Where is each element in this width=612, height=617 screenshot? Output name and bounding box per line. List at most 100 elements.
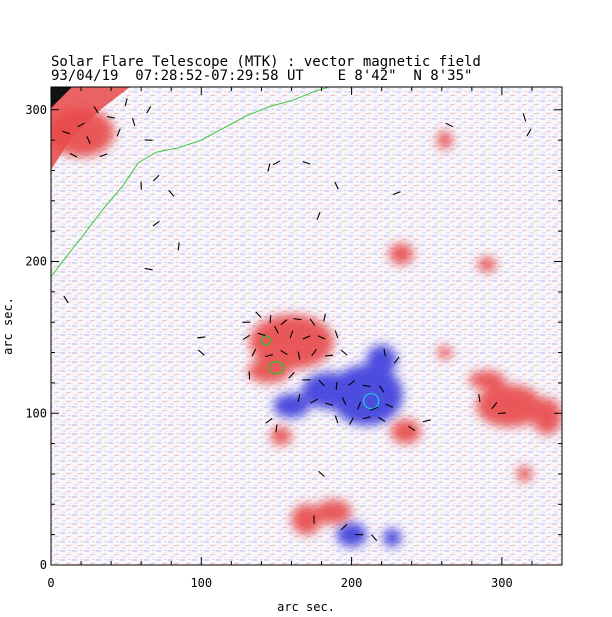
field-vector xyxy=(334,415,339,424)
positive-polarity-region xyxy=(247,358,290,383)
field-vector xyxy=(377,416,386,422)
field-vector xyxy=(341,397,347,405)
field-vector xyxy=(340,349,348,356)
field-vector xyxy=(272,160,281,166)
field-vector xyxy=(267,163,271,172)
field-vector xyxy=(63,295,69,304)
field-vector xyxy=(69,152,78,158)
y-tick-label: 300 xyxy=(25,103,47,117)
field-vector xyxy=(362,384,371,388)
positive-polarity-region xyxy=(291,504,322,535)
x-tick-label: 100 xyxy=(190,576,212,590)
field-vector xyxy=(146,106,152,114)
field-vector xyxy=(257,332,266,336)
positive-polarity-region xyxy=(468,370,505,389)
negative-polarity-region xyxy=(336,522,367,547)
field-vector xyxy=(371,534,378,542)
field-vector xyxy=(274,325,279,334)
plot-title: Solar Flare Telescope (MTK) : vector mag… xyxy=(51,54,481,70)
field-vector xyxy=(99,153,108,158)
field-vector xyxy=(124,98,128,107)
positive-polarity-region xyxy=(389,243,414,265)
field-vector xyxy=(255,311,262,318)
field-vector xyxy=(152,174,160,182)
field-vector xyxy=(86,136,91,144)
x-tick-label: 200 xyxy=(341,576,363,590)
field-vector xyxy=(293,318,302,321)
field-vector xyxy=(280,319,288,326)
field-vector xyxy=(335,381,338,390)
field-vector xyxy=(289,330,294,339)
field-vector xyxy=(288,372,295,379)
field-vector xyxy=(318,379,325,387)
field-vector xyxy=(168,189,175,197)
field-vector xyxy=(491,402,498,410)
field-vector xyxy=(362,416,371,420)
field-vector xyxy=(370,406,379,411)
field-vector xyxy=(197,336,206,339)
y-tick-label: 200 xyxy=(25,255,47,269)
positive-polarity-region xyxy=(516,466,532,482)
limb-contour xyxy=(51,87,330,277)
negative-polarity-region xyxy=(383,528,402,547)
field-vector xyxy=(302,335,311,340)
field-vector xyxy=(357,401,362,410)
field-vector xyxy=(311,348,317,357)
field-vector xyxy=(349,417,355,425)
positive-polarity-region xyxy=(477,256,496,273)
field-vector xyxy=(197,349,205,356)
positive-polarity-region xyxy=(476,384,543,427)
y-tick-label: 0 xyxy=(40,558,47,572)
field-vector xyxy=(422,419,431,423)
field-vector xyxy=(280,349,288,356)
field-vector xyxy=(334,181,339,190)
field-vector xyxy=(297,394,301,403)
positive-polarity-region xyxy=(531,398,562,435)
field-vector xyxy=(522,113,527,122)
negative-polarity-region xyxy=(301,372,357,409)
field-vector xyxy=(497,412,506,415)
field-vector xyxy=(297,351,301,360)
y-axis-label: arc sec. xyxy=(1,297,15,355)
field-vector xyxy=(385,403,394,408)
off-disk-region xyxy=(51,87,72,108)
positive-polarity-region xyxy=(390,419,421,444)
field-vector xyxy=(242,334,251,340)
limb-corner-region xyxy=(51,87,130,170)
field-vector xyxy=(77,122,85,128)
field-vector xyxy=(526,128,532,137)
field-vector xyxy=(383,348,386,357)
field-vector xyxy=(302,161,311,165)
cyan-contour xyxy=(362,392,380,410)
field-vector xyxy=(62,130,70,135)
field-vector xyxy=(334,330,339,339)
x-axis-label: arc sec. xyxy=(277,600,335,614)
y-tick-label: 100 xyxy=(25,406,47,420)
positive-polarity-region xyxy=(315,499,352,525)
field-vector xyxy=(340,523,348,531)
green-contour xyxy=(260,335,272,346)
x-tick-label: 0 xyxy=(47,576,54,590)
field-vector xyxy=(408,425,416,432)
field-vector xyxy=(393,356,400,364)
field-vector xyxy=(310,398,318,404)
field-vector xyxy=(392,191,401,196)
x-tick-label: 300 xyxy=(491,576,513,590)
field-vector xyxy=(318,470,325,478)
field-vector xyxy=(251,348,257,357)
field-vector xyxy=(144,267,153,271)
field-vector xyxy=(152,220,160,227)
negative-polarity-region xyxy=(273,393,310,418)
negative-polarity-region xyxy=(366,344,397,376)
field-vector xyxy=(317,335,326,340)
field-vector xyxy=(378,385,385,393)
positive-polarity-region xyxy=(437,131,453,150)
field-vector xyxy=(309,318,316,326)
field-vector xyxy=(264,354,273,358)
field-vector xyxy=(132,117,136,126)
positive-polarity-region xyxy=(437,346,453,359)
field-vector xyxy=(316,212,321,220)
field-vector xyxy=(325,402,334,406)
field-vector xyxy=(275,424,278,433)
